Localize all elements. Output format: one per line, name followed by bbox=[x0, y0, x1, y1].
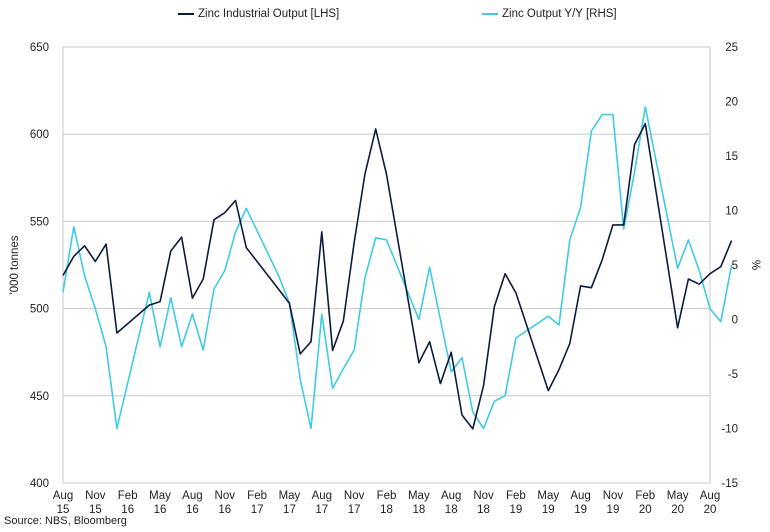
left-axis-tick-label: 650 bbox=[30, 42, 49, 54]
x-axis-tick-year: 18 bbox=[477, 504, 490, 516]
x-axis-tick-month: Nov bbox=[344, 490, 365, 502]
x-axis-tick-year: 19 bbox=[542, 504, 555, 516]
x-axis-tick-year: 17 bbox=[348, 504, 361, 516]
left-axis-tick-label: 550 bbox=[30, 216, 49, 228]
right-axis-tick-label: 20 bbox=[725, 97, 738, 109]
x-axis-tick-month: Nov bbox=[473, 490, 494, 502]
series-line-industrial-output bbox=[62, 122, 733, 430]
x-axis-tick-month: Aug bbox=[700, 490, 720, 502]
x-axis-tick-year: 18 bbox=[445, 504, 458, 516]
x-axis-tick-month: Feb bbox=[118, 490, 138, 502]
right-axis-tick-label: 25 bbox=[725, 42, 738, 54]
right-axis-tick-label: -10 bbox=[721, 424, 738, 436]
x-axis-tick-year: 20 bbox=[639, 504, 652, 516]
x-axis-tick-month: Aug bbox=[53, 490, 73, 502]
left-axis-tick-label: 500 bbox=[30, 304, 49, 316]
x-axis-tick-month: May bbox=[408, 490, 430, 502]
right-axis-tick-label: 15 bbox=[725, 151, 738, 163]
right-axis-title: % bbox=[749, 260, 761, 270]
left-axis-tick-label: 450 bbox=[30, 391, 49, 403]
x-axis-tick-month: Nov bbox=[215, 490, 236, 502]
legend-label-industrial-output: Zinc Industrial Output [LHS] bbox=[198, 8, 340, 20]
x-axis-tick-year: 19 bbox=[510, 504, 523, 516]
x-axis-tick-month: Aug bbox=[182, 490, 202, 502]
series-line-yoy bbox=[62, 106, 733, 430]
source-note: Source: NBS, Bloomberg bbox=[4, 515, 127, 527]
right-axis-tick-label: -15 bbox=[721, 478, 738, 490]
x-axis-tick-year: 15 bbox=[89, 504, 102, 516]
x-axis-tick-month: Aug bbox=[570, 490, 590, 502]
legend-label-yoy: Zinc Output Y/Y [RHS] bbox=[502, 8, 617, 20]
legend-item-yoy: Zinc Output Y/Y [RHS] bbox=[482, 8, 617, 20]
x-axis-tick-month: Nov bbox=[85, 490, 106, 502]
x-axis-tick-month: Feb bbox=[506, 490, 526, 502]
x-axis-tick-year: 15 bbox=[57, 504, 70, 516]
x-axis-tick-year: 20 bbox=[671, 504, 684, 516]
x-axis-tick-month: Nov bbox=[603, 490, 624, 502]
x-axis-tick-month: May bbox=[537, 490, 559, 502]
x-axis-tick-month: Feb bbox=[635, 490, 655, 502]
x-axis-tick-month: Aug bbox=[441, 490, 461, 502]
right-axis-tick-label: 5 bbox=[732, 260, 738, 272]
x-axis-tick-year: 17 bbox=[315, 504, 328, 516]
legend-item-industrial-output: Zinc Industrial Output [LHS] bbox=[178, 8, 339, 20]
x-axis-tick-year: 18 bbox=[412, 504, 425, 516]
legend-swatch-industrial-output bbox=[178, 13, 194, 15]
x-axis-tick-year: 20 bbox=[704, 504, 717, 516]
right-axis-tick-label: 10 bbox=[725, 206, 738, 218]
x-axis-tick-year: 16 bbox=[218, 504, 231, 516]
x-axis-tick-month: May bbox=[667, 490, 689, 502]
x-axis-tick-year: 16 bbox=[186, 504, 199, 516]
x-axis-tick-month: Aug bbox=[312, 490, 332, 502]
left-axis-title: '000 tonnes bbox=[9, 235, 21, 294]
x-axis-tick-year: 19 bbox=[574, 504, 587, 516]
x-axis-tick-year: 19 bbox=[607, 504, 620, 516]
chart-legend: Zinc Industrial Output [LHS] Zinc Output… bbox=[0, 8, 770, 28]
left-axis-tick-label: 400 bbox=[30, 478, 49, 490]
x-axis-tick-month: May bbox=[149, 490, 171, 502]
x-axis-tick-month: Feb bbox=[377, 490, 397, 502]
x-axis-tick-year: 16 bbox=[121, 504, 134, 516]
x-axis-tick-year: 18 bbox=[380, 504, 393, 516]
x-axis-tick-year: 16 bbox=[154, 504, 167, 516]
x-axis-tick-year: 17 bbox=[251, 504, 264, 516]
right-axis-tick-label: 0 bbox=[732, 315, 738, 327]
x-axis-tick-year: 17 bbox=[283, 504, 296, 516]
left-axis-tick-label: 600 bbox=[30, 129, 49, 141]
plot-frame bbox=[62, 46, 711, 484]
right-axis-tick-label: -5 bbox=[728, 369, 738, 381]
x-axis-tick-month: Feb bbox=[247, 490, 267, 502]
legend-swatch-yoy bbox=[482, 13, 498, 15]
x-axis-tick-month: May bbox=[279, 490, 301, 502]
